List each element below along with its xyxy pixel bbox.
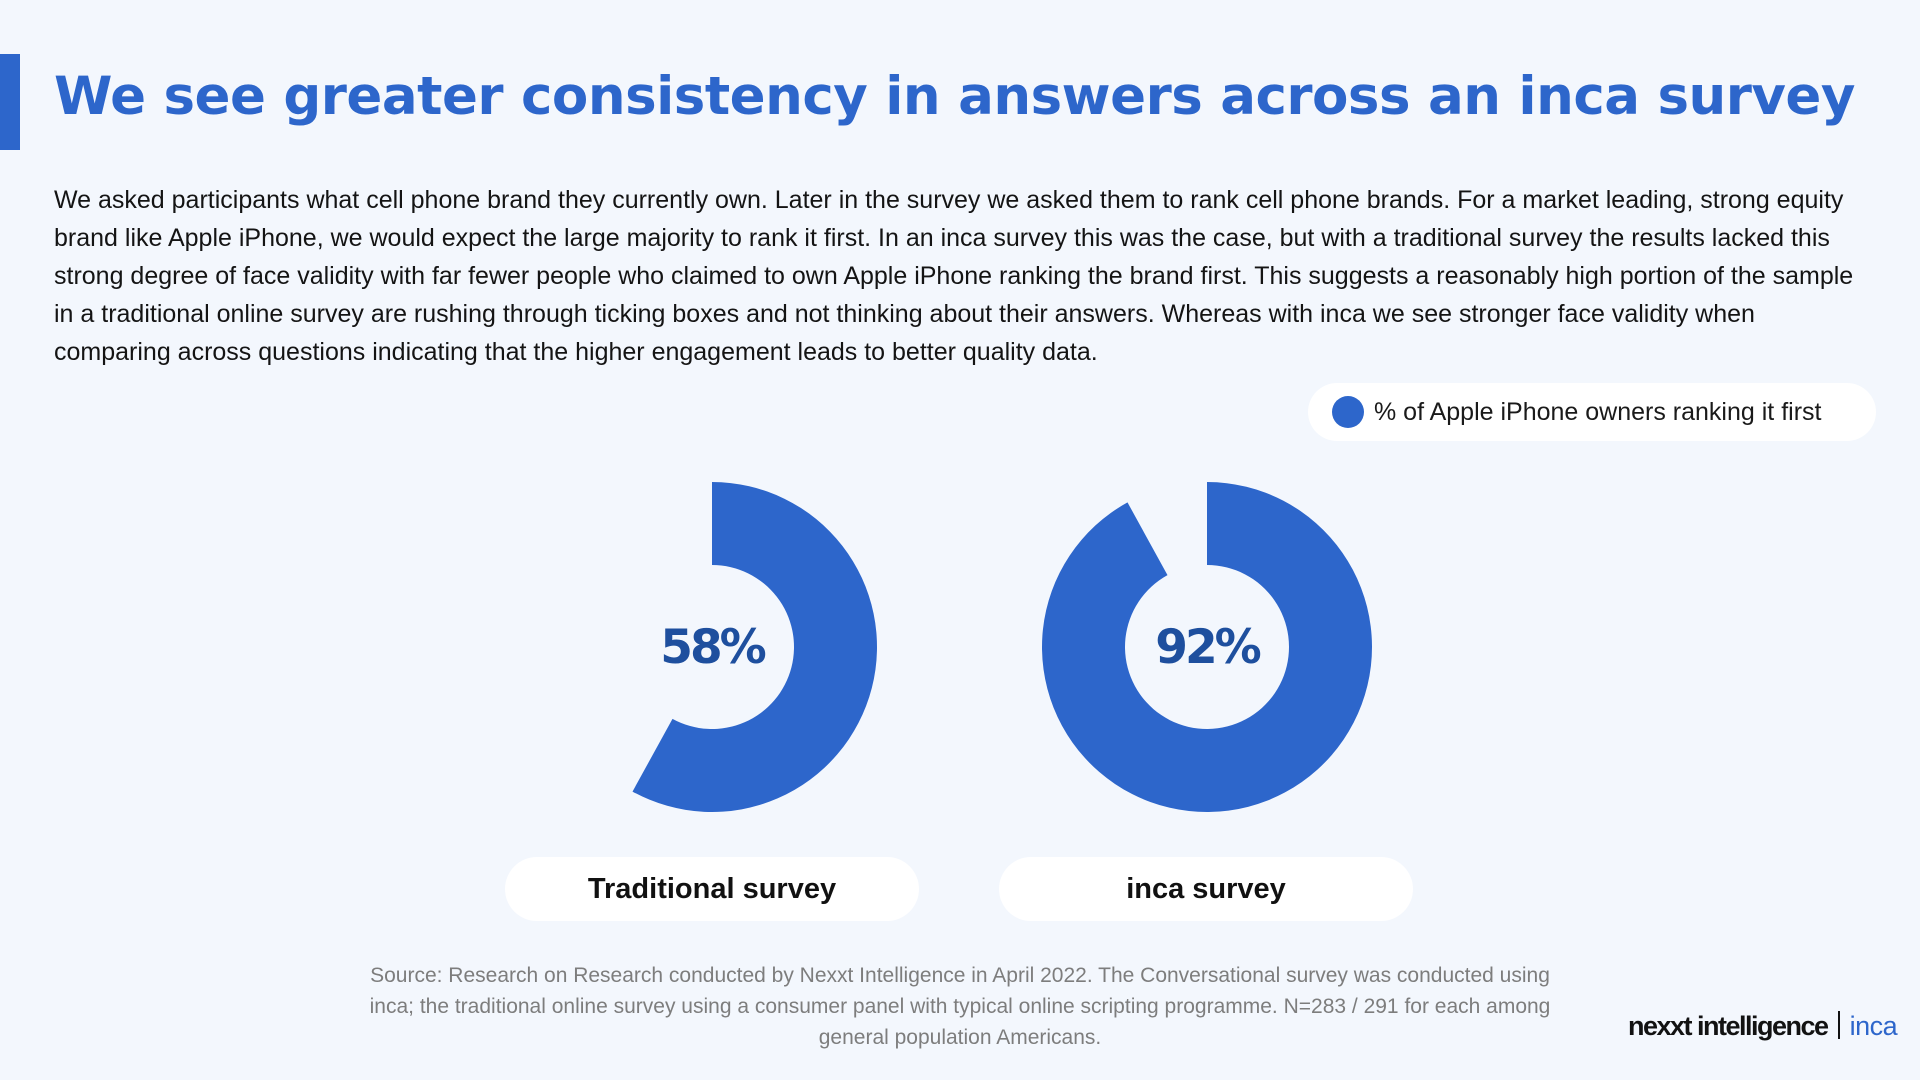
donut-svg-inca	[1042, 482, 1372, 812]
donut-value-inca: 92%	[1155, 619, 1262, 675]
chart-legend: % of Apple iPhone owners ranking it firs…	[1308, 383, 1876, 441]
logo-divider	[1837, 1011, 1840, 1039]
brand-logo: nexxt intelligence inca	[1628, 1011, 1898, 1042]
legend-swatch	[1332, 396, 1364, 428]
donut-value-traditional: 58%	[660, 619, 767, 675]
logo-inca-wordmark: inca	[1849, 1011, 1898, 1041]
donut-arc-inca	[1042, 482, 1372, 812]
donut-svg-traditional	[632, 482, 877, 812]
donut-chart-traditional: 58%	[547, 482, 877, 812]
intro-paragraph: We asked participants what cell phone br…	[54, 186, 1854, 366]
title-accent-bar	[0, 54, 20, 150]
source-note: Source: Research on Research conducted b…	[369, 964, 1551, 1049]
donut-arc-traditional	[632, 482, 877, 812]
donut-chart-inca: 92%	[1042, 482, 1372, 812]
legend-label: % of Apple iPhone owners ranking it firs…	[1374, 398, 1822, 426]
series-label-inca: inca survey	[999, 857, 1413, 921]
page-title: We see greater consistency in answers ac…	[54, 66, 1855, 127]
series-label-traditional: Traditional survey	[505, 857, 919, 921]
logo-nexxt-wordmark: nexxt intelligence	[1628, 1011, 1829, 1041]
